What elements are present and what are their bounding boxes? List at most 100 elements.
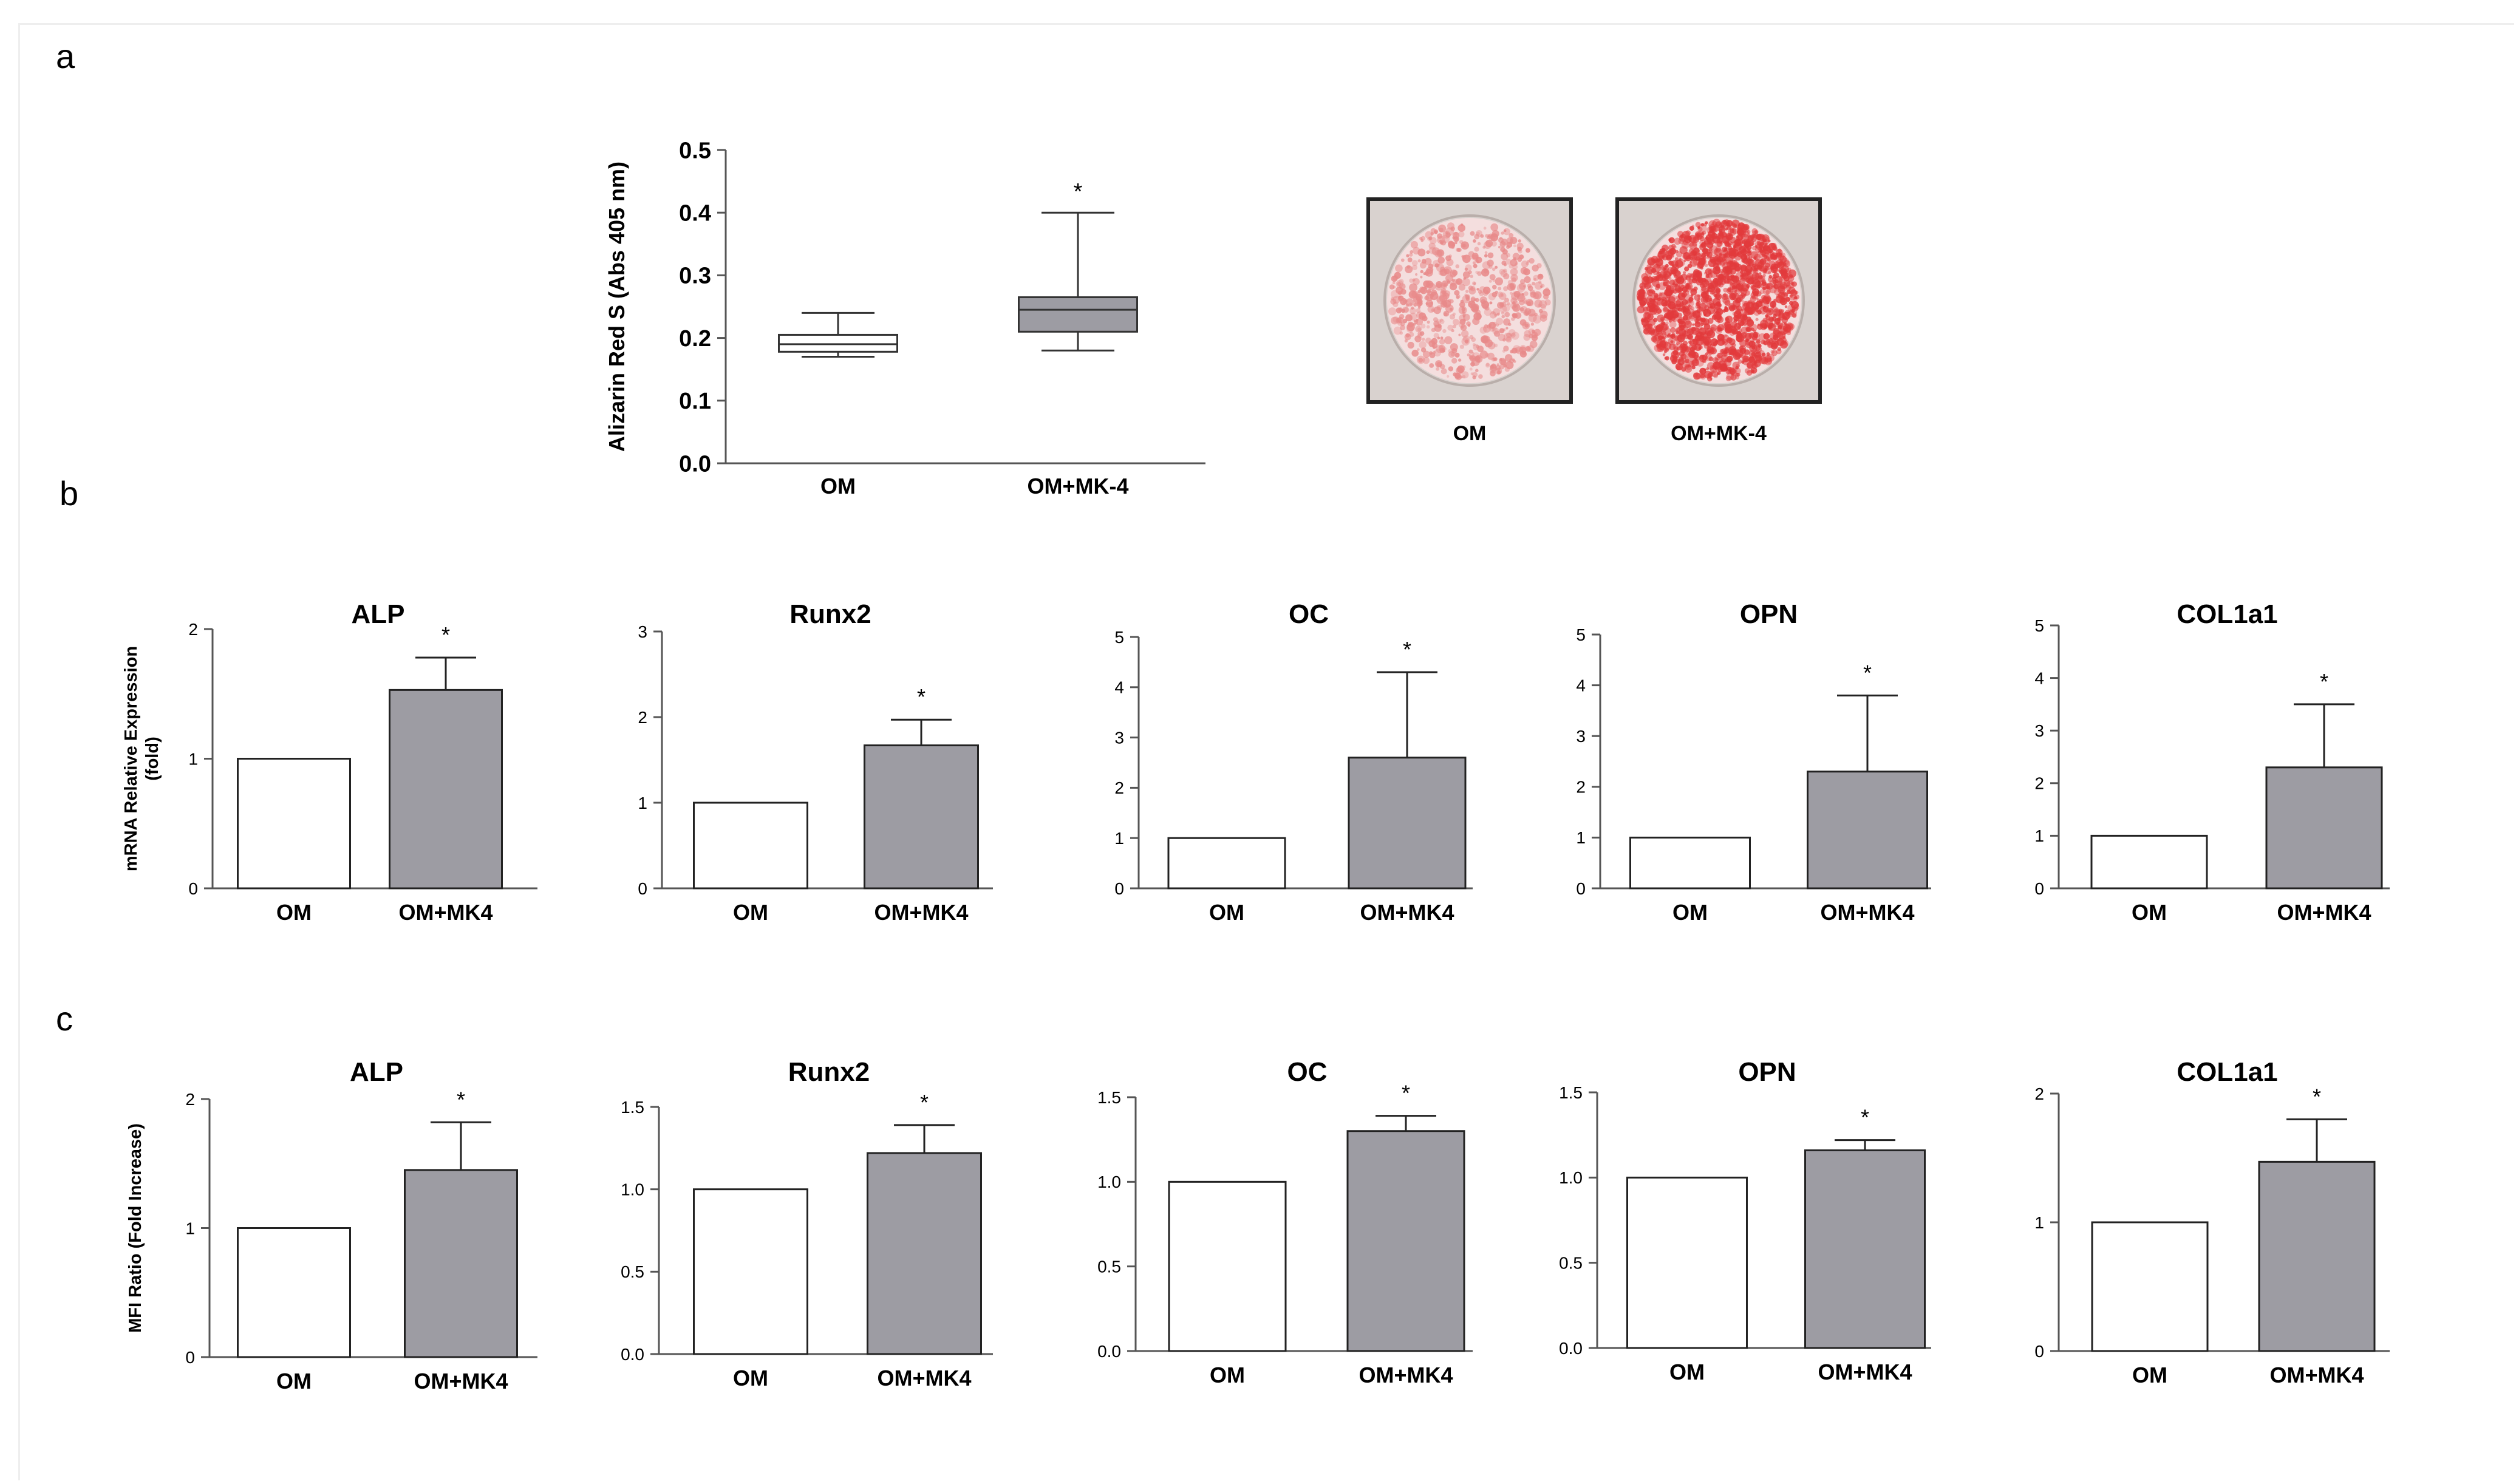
y-tick-label: 0 bbox=[2034, 1342, 2044, 1361]
x-tick-label: OM+MK4 bbox=[877, 1366, 971, 1390]
chart-b-col1a1: 0 1 2 3 4 5 COL1a1 OM OM+MK4 * bbox=[2034, 599, 2390, 925]
y-tick-label: 1 bbox=[188, 749, 198, 768]
panel-label-b: b bbox=[60, 474, 79, 512]
bar-om bbox=[693, 1188, 808, 1355]
figure-frame bbox=[18, 23, 2514, 1480]
chart-c-runx2: 0.0 0.5 1.0 1.5 Runx2 OM OM+MK4 * bbox=[621, 1057, 993, 1390]
significance-marker: * bbox=[1863, 660, 1872, 685]
x-tick-label: OM bbox=[276, 900, 312, 925]
x-tick-label: OM+MK4 bbox=[1818, 1360, 1912, 1384]
y-tick-label: 0.5 bbox=[679, 138, 711, 163]
y-tick-label: 0.5 bbox=[621, 1262, 644, 1281]
bar-om-mk4 bbox=[1346, 1130, 1465, 1352]
bar-om-mk4 bbox=[389, 689, 503, 890]
x-tick-label: OM bbox=[1672, 900, 1708, 925]
y-tick-label: 1.5 bbox=[1559, 1083, 1583, 1102]
y-tick-label: 0.0 bbox=[621, 1345, 644, 1364]
chart-title: Runx2 bbox=[789, 599, 871, 629]
y-tick-label: 0 bbox=[1576, 879, 1586, 898]
bar-om bbox=[2091, 1221, 2209, 1352]
y-tick-label: 1.5 bbox=[621, 1098, 644, 1117]
bar-om bbox=[1629, 836, 1751, 890]
y-tick-label: 5 bbox=[1576, 625, 1586, 644]
chart-title: COL1a1 bbox=[2177, 599, 2277, 629]
bar-om-mk4 bbox=[867, 1152, 982, 1355]
significance-marker: * bbox=[2320, 669, 2328, 694]
bar-om-mk4 bbox=[404, 1169, 518, 1358]
bar-om bbox=[1167, 837, 1286, 890]
bar-om bbox=[1168, 1180, 1287, 1352]
y-axis-label: mRNA Relative Expression bbox=[121, 646, 141, 871]
y-tick-label: 0.2 bbox=[679, 326, 711, 352]
y-tick-label: 1 bbox=[1576, 828, 1586, 847]
chart-b-runx2: 0 1 2 3 Runx2 OM OM+MK4 * bbox=[638, 599, 993, 925]
y-tick-label: 1.5 bbox=[1097, 1088, 1121, 1107]
bar-om bbox=[237, 758, 351, 890]
y-tick-label: 4 bbox=[1576, 676, 1586, 695]
y-tick-label: 3 bbox=[2034, 721, 2044, 740]
bar-om-mk4 bbox=[864, 744, 979, 890]
significance-marker: * bbox=[1402, 1081, 1410, 1106]
chart-title: OC bbox=[1289, 599, 1329, 629]
x-tick-label: OM+MK4 bbox=[1359, 1363, 1453, 1387]
y-tick-label: 2 bbox=[2034, 774, 2044, 793]
y-tick-label: 0.0 bbox=[679, 451, 711, 477]
y-tick-label: 1 bbox=[185, 1219, 195, 1237]
x-tick-label: OM+MK4 bbox=[1360, 900, 1454, 925]
y-tick-label: 2 bbox=[185, 1090, 195, 1109]
y-tick-label: 5 bbox=[1114, 628, 1124, 647]
y-tick-label: 0.0 bbox=[1559, 1339, 1583, 1358]
chart-c-col1a1: 0 1 2 COL1a1 OM OM+MK4 * bbox=[2034, 1057, 2390, 1387]
x-tick-label: OM bbox=[820, 474, 856, 499]
significance-marker: * bbox=[1861, 1105, 1869, 1130]
y-axis-label: Alizarin Red S (Abs 405 nm) bbox=[604, 162, 629, 452]
y-tick-label: 1 bbox=[2034, 1213, 2044, 1232]
chart-b-opn: 0 1 2 3 4 5 OPN OM OM+MK4 * bbox=[1576, 599, 1931, 925]
y-tick-label: 1 bbox=[638, 794, 647, 812]
chart-title: OC bbox=[1287, 1057, 1328, 1087]
x-tick-label: OM+MK4 bbox=[2269, 1363, 2364, 1387]
x-tick-label: OM bbox=[276, 1369, 312, 1394]
x-tick-label: OM+MK4 bbox=[2277, 900, 2371, 925]
panel-label-a: a bbox=[56, 37, 75, 75]
well-label-om: OM bbox=[1453, 422, 1487, 445]
y-tick-label: 3 bbox=[1114, 728, 1124, 747]
significance-marker: * bbox=[1403, 637, 1411, 662]
x-tick-label: OM bbox=[733, 1366, 768, 1390]
y-tick-label: 0.1 bbox=[679, 389, 711, 414]
y-tick-label: 0.0 bbox=[1097, 1342, 1121, 1361]
y-tick-label: 2 bbox=[188, 620, 198, 639]
y-tick-label: 0 bbox=[185, 1348, 195, 1367]
bar-om-mk4 bbox=[1348, 757, 1467, 890]
bar-om-mk4 bbox=[2258, 1160, 2376, 1352]
bar-om bbox=[1626, 1176, 1748, 1349]
y-tick-label: 3 bbox=[638, 622, 647, 641]
significance-marker: * bbox=[917, 684, 926, 709]
y-tick-label: 4 bbox=[1114, 678, 1124, 697]
y-tick-label: 2 bbox=[1576, 778, 1586, 797]
y-tick-label: 2 bbox=[638, 708, 647, 727]
y-tick-label: 5 bbox=[2034, 616, 2044, 635]
y-tick-label: 1.0 bbox=[1559, 1168, 1583, 1187]
bar-om-mk4 bbox=[1804, 1149, 1926, 1349]
y-tick-label: 1 bbox=[2034, 826, 2044, 845]
y-tick-label: 1.0 bbox=[1097, 1173, 1121, 1191]
chart-b-oc: 0 1 2 3 4 5 OC OM OM+MK4 * bbox=[1114, 599, 1473, 925]
x-tick-label: OM bbox=[1210, 1363, 1245, 1387]
y-tick-label: 0.3 bbox=[679, 264, 711, 289]
y-tick-label: 0 bbox=[1114, 879, 1124, 898]
box-om-mk4 bbox=[1018, 296, 1138, 333]
x-tick-label: OM bbox=[733, 900, 768, 925]
y-tick-label: 4 bbox=[2034, 669, 2044, 687]
chart-title: ALP bbox=[352, 599, 405, 629]
chart-title: ALP bbox=[350, 1057, 403, 1087]
bar-om bbox=[2090, 834, 2208, 890]
y-tick-label: 1 bbox=[1114, 829, 1124, 848]
bar-om bbox=[693, 802, 808, 890]
y-axis-label: (fold) bbox=[143, 737, 162, 780]
significance-marker: * bbox=[2313, 1084, 2321, 1109]
significance-marker: * bbox=[457, 1087, 465, 1112]
y-tick-label: 0.5 bbox=[1097, 1257, 1121, 1276]
y-tick-label: 0.5 bbox=[1559, 1253, 1583, 1272]
